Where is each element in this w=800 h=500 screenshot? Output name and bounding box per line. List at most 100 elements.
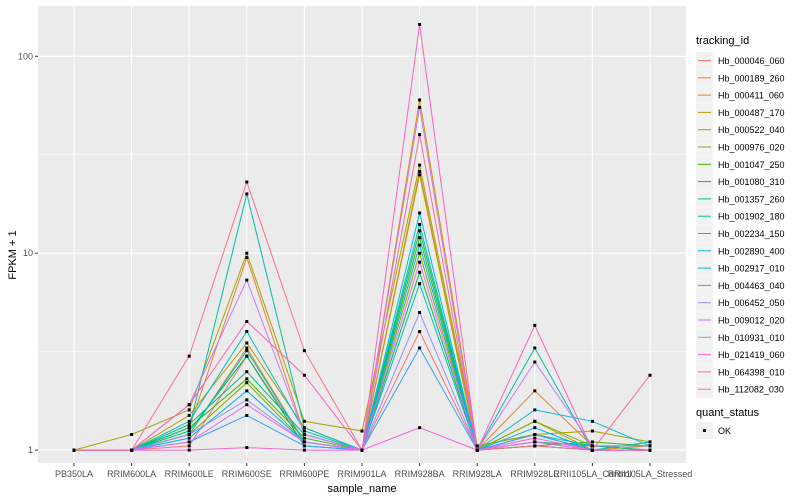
x-tick-label: RRIM600PE bbox=[279, 469, 329, 479]
data-point bbox=[187, 426, 191, 430]
data-point bbox=[302, 436, 306, 440]
data-point bbox=[475, 444, 479, 448]
quant-legend-marker bbox=[703, 429, 706, 432]
x-axis-title: sample_name bbox=[327, 483, 396, 495]
data-point bbox=[245, 446, 249, 450]
data-point bbox=[302, 444, 306, 448]
data-point bbox=[418, 282, 422, 286]
data-point bbox=[187, 436, 191, 440]
legend-label: Hb_002890_400 bbox=[718, 246, 785, 256]
data-point bbox=[245, 251, 249, 255]
y-tick-label: 1 bbox=[28, 445, 33, 455]
series-points bbox=[72, 22, 652, 452]
legend-label: Hb_064398_010 bbox=[718, 367, 785, 377]
data-point bbox=[533, 433, 537, 437]
data-point bbox=[302, 448, 306, 452]
data-point bbox=[418, 330, 422, 334]
data-point bbox=[533, 360, 537, 364]
data-point bbox=[533, 440, 537, 444]
data-point bbox=[648, 373, 652, 377]
data-point bbox=[302, 429, 306, 433]
quant-status-legend-title: quant_status bbox=[696, 407, 759, 419]
data-point bbox=[187, 403, 191, 407]
data-point bbox=[72, 448, 76, 452]
data-point bbox=[245, 330, 249, 334]
data-point bbox=[533, 426, 537, 430]
data-point bbox=[418, 251, 422, 255]
data-point bbox=[533, 346, 537, 350]
data-point bbox=[187, 433, 191, 437]
x-tick-label: RRIM600SE bbox=[222, 469, 272, 479]
data-point bbox=[360, 429, 364, 433]
data-point bbox=[245, 278, 249, 282]
data-point bbox=[475, 448, 479, 452]
data-point bbox=[245, 192, 249, 196]
data-point bbox=[418, 426, 422, 430]
data-point bbox=[187, 440, 191, 444]
legend-label: Hb_000046_060 bbox=[718, 56, 785, 66]
data-point bbox=[187, 408, 191, 412]
data-point bbox=[648, 448, 652, 452]
x-tick-label: RRIM600LA bbox=[107, 469, 156, 479]
legend-label: Hb_004463_040 bbox=[718, 281, 785, 291]
data-point bbox=[245, 349, 249, 353]
data-point bbox=[187, 413, 191, 417]
data-point bbox=[245, 381, 249, 385]
data-point bbox=[245, 346, 249, 350]
legend-label: Hb_009012_020 bbox=[718, 316, 785, 326]
data-point bbox=[533, 389, 537, 393]
x-tick-label: RRIM928LE bbox=[510, 469, 559, 479]
legend-label: Hb_000189_260 bbox=[718, 73, 785, 83]
legend-label: Hb_021419_060 bbox=[718, 350, 785, 360]
legend-label: Hb_001047_250 bbox=[718, 160, 785, 170]
x-tick-label: RRII105LA_Control bbox=[553, 469, 631, 479]
data-point bbox=[590, 444, 594, 448]
legend-label: Hb_001080_310 bbox=[718, 177, 785, 187]
data-point bbox=[187, 419, 191, 423]
data-point bbox=[418, 22, 422, 26]
quant-legend-label: OK bbox=[718, 426, 731, 436]
data-point bbox=[418, 236, 422, 240]
data-point bbox=[418, 173, 422, 177]
data-point bbox=[418, 260, 422, 264]
data-point bbox=[245, 319, 249, 323]
data-point bbox=[590, 448, 594, 452]
data-point bbox=[418, 133, 422, 137]
x-tick-label: PB350LA bbox=[55, 469, 93, 479]
y-axis-title: FPKM + 1 bbox=[7, 230, 19, 279]
legend-label: Hb_000411_060 bbox=[718, 91, 784, 101]
data-point bbox=[302, 433, 306, 437]
legend-label: Hb_010931_010 bbox=[718, 333, 785, 343]
data-point bbox=[590, 419, 594, 423]
data-point bbox=[130, 448, 134, 452]
data-point bbox=[360, 448, 364, 452]
data-point bbox=[533, 408, 537, 412]
legend-label: Hb_002917_010 bbox=[718, 264, 785, 274]
data-point bbox=[533, 323, 537, 327]
legend-items: Hb_000046_060 Hb_000189_260 Hb_000411_060 H… bbox=[696, 52, 785, 398]
y-tick-label: 100 bbox=[18, 51, 33, 61]
data-point bbox=[187, 429, 191, 433]
legend-label: Hb_001902_180 bbox=[718, 212, 785, 222]
data-point bbox=[245, 377, 249, 381]
data-point bbox=[245, 354, 249, 358]
data-point bbox=[590, 440, 594, 444]
data-point bbox=[130, 433, 134, 437]
legend-label: Hb_000487_170 bbox=[718, 108, 785, 118]
data-point bbox=[418, 98, 422, 102]
data-point bbox=[418, 163, 422, 167]
x-tick-label: RRII105LA_Stressed bbox=[608, 469, 693, 479]
quant-status-legend-items: OK bbox=[696, 422, 731, 439]
x-tick-label: RRIM928BA bbox=[395, 469, 445, 479]
legend-label: Hb_002234_150 bbox=[718, 229, 785, 239]
data-point bbox=[187, 422, 191, 426]
data-point bbox=[245, 256, 249, 260]
data-point bbox=[245, 180, 249, 184]
y-tick-label: 10 bbox=[23, 248, 33, 258]
x-tick-label: RRIM600LE bbox=[165, 469, 214, 479]
data-point bbox=[187, 448, 191, 452]
legend-label: Hb_001357_260 bbox=[718, 194, 785, 204]
data-point bbox=[302, 419, 306, 423]
data-point bbox=[187, 354, 191, 358]
